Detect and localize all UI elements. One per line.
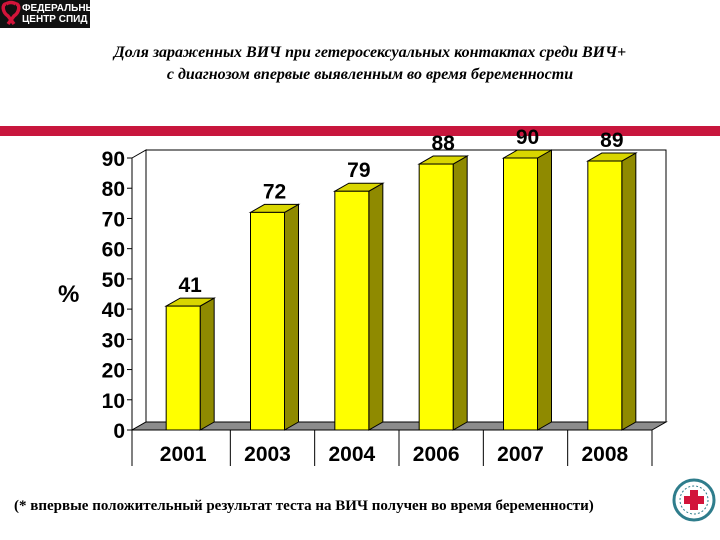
bar-side <box>537 149 552 431</box>
bars: 41 72 79 88 90 89 <box>164 126 638 431</box>
footnote: (* впервые положительный результат теста… <box>14 498 594 514</box>
y-tick-label: 10 <box>102 390 125 413</box>
bar-side <box>452 155 468 431</box>
bar-value-label: 41 <box>178 274 202 297</box>
bar-value-label: 89 <box>600 129 623 152</box>
title-line2: с диагнозом впервые выявленным во время … <box>166 66 574 83</box>
y-axis: 0 10 20 30 40 50 60 70 80 90 <box>102 148 133 443</box>
x-tick-label: 2006 <box>413 443 460 466</box>
x-axis: 2001 2003 2004 2006 2007 2008 <box>131 429 653 466</box>
y-axis-label: % <box>58 281 79 308</box>
bar-value-label: 79 <box>347 159 370 182</box>
bar <box>332 182 385 431</box>
bar-front <box>334 190 370 431</box>
title-line1: Доля зараженных ВИЧ при гетеросексуальны… <box>113 44 627 61</box>
y-tick-label: 60 <box>102 239 125 262</box>
bar-value-label: 90 <box>516 126 539 149</box>
bar-value-label: 88 <box>431 132 455 155</box>
x-tick-label: 2007 <box>497 443 544 466</box>
ribbon-logo-icon <box>0 0 22 28</box>
bar-side <box>199 297 215 431</box>
bar-side <box>284 203 299 431</box>
x-tick-label: 2003 <box>244 443 291 466</box>
bar <box>501 149 554 431</box>
bar <box>417 155 470 431</box>
x-tick-label: 2008 <box>581 443 628 466</box>
y-tick-label: 40 <box>102 299 125 322</box>
bar-side <box>368 182 384 431</box>
bar-front <box>165 305 201 431</box>
bar-front <box>587 160 623 431</box>
x-tick-label: 2004 <box>328 443 375 466</box>
bar <box>248 203 301 431</box>
y-tick-label: 70 <box>102 208 125 231</box>
y-tick-label: 80 <box>102 178 125 201</box>
bar-front <box>418 163 454 431</box>
y-tick-label: 30 <box>102 329 125 352</box>
bar-front <box>503 157 538 431</box>
logo: ФЕДЕРАЛЬНЫЙ ЦЕНТР СПИД <box>0 0 103 28</box>
x-tick-label: 2001 <box>160 443 207 466</box>
y-tick-label: 20 <box>102 360 125 383</box>
y-tick-label: 50 <box>102 269 125 292</box>
accent-divider <box>0 126 720 136</box>
logo-text-line1: ФЕДЕРАЛЬНЫЙ <box>22 3 103 14</box>
y-tick-label: 90 <box>102 148 125 171</box>
page-title: Доля зараженных ВИЧ при гетеросексуальны… <box>20 42 720 86</box>
bar-side <box>621 152 637 431</box>
bar-front <box>250 211 285 431</box>
y-tick-label: 0 <box>113 420 125 443</box>
logo-text-line2: ЦЕНТР СПИД <box>22 14 88 25</box>
red-cross-emblem-icon <box>672 478 716 527</box>
bar <box>585 152 638 431</box>
bar-value-label: 72 <box>263 180 286 203</box>
chart-left-wall <box>131 149 147 431</box>
bar <box>164 297 217 431</box>
